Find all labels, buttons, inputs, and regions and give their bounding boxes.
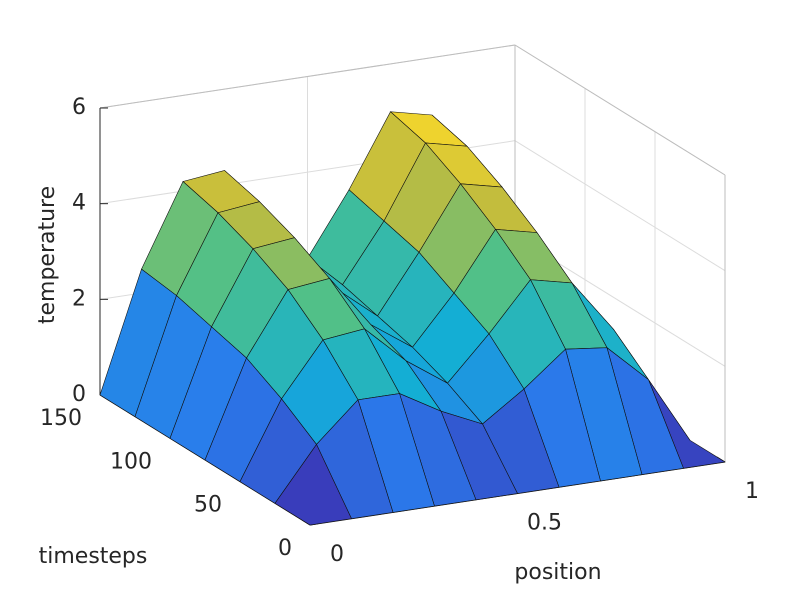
z-tick-label: 6 [72,95,86,120]
grid-line [514,140,726,272]
z-axis-label: temperature [35,186,60,324]
box-edge [514,44,726,176]
z-tick-label: 2 [72,286,86,311]
y-tick-label: 100 [110,449,152,474]
z-tick-label: 0 [72,382,86,407]
y-tick-label: 0 [278,536,292,561]
x-tick-label: 0.5 [527,511,562,536]
y-axis-label: timesteps [39,544,148,569]
y-tick-label: 150 [40,406,82,431]
y-tick-label: 50 [194,493,222,518]
box-edge [99,44,516,109]
x-tick-label: 0 [330,542,344,567]
z-tick-label: 4 [72,191,86,216]
x-axis-label: position [514,560,601,585]
x-tick-label: 1 [745,479,759,504]
surface-face [274,443,352,526]
